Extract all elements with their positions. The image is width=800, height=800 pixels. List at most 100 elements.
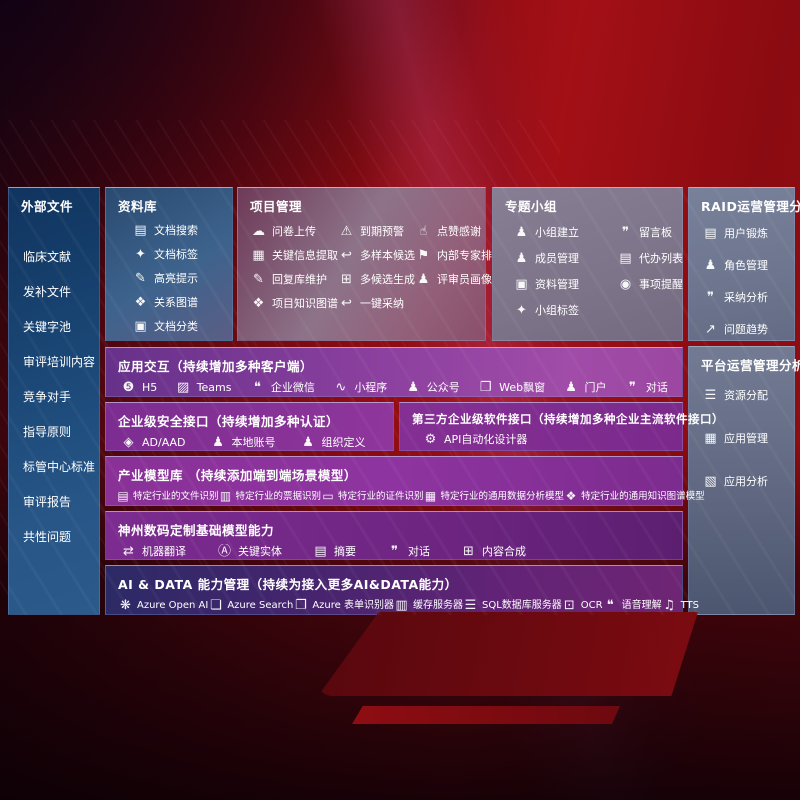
diagram-item-label: 临床文献	[23, 250, 72, 264]
diagram-item-label: Azure 表单识别器	[312, 600, 394, 611]
person-icon: ♟	[417, 272, 430, 287]
diagram-item-label: 关键信息提取	[272, 249, 338, 262]
row-enterprise-security-api: 企业级安全接口（持续增加多种认证） ◈ AD/AAD ♟ 本地账号 ♟ 组织定义	[105, 402, 394, 451]
diagram-item-label: 回复库维护	[272, 273, 327, 286]
diagram-item-label: 特定行业的通用数据分析模型	[440, 491, 565, 502]
relation-graph-icon: ❖	[134, 295, 147, 310]
diagram-item-label: 高亮提示	[154, 272, 198, 285]
diagram-item-label: AD/AAD	[142, 436, 186, 449]
diagram-item-label: 内容合成	[482, 545, 526, 558]
trend-chart-icon: ↗	[705, 322, 716, 337]
diagram-item-label: 文档分类	[154, 320, 198, 333]
library-items: ▤ 文档搜索 ✦ 文档标签 ✎ 高亮提示 ❖ 关系图谱 ▣ 文档分类	[106, 217, 232, 334]
row-title: AI & DATA 能力管理（持续为接入更多AI&DATA能力）	[118, 577, 458, 592]
diagram-item-label: 关系图谱	[154, 296, 198, 309]
sql-db-icon: ☰	[464, 598, 477, 613]
diagram-item: ✎ 回复库维护	[250, 272, 338, 287]
cache-server-icon: ▥	[395, 598, 408, 613]
thumbs-up-icon: ☝	[419, 224, 428, 239]
diagram-item: ▦ 特定行业的通用数据分析模型	[424, 489, 565, 504]
chat-icon: ❞	[628, 380, 636, 395]
allocation-list-icon: ☰	[704, 388, 717, 403]
base-model-items: ⇄ 机器翻译 Ⓐ 关键实体 ▤ 摘要 ❞ 对话 ⊞ 内容合成	[106, 541, 682, 559]
diagram-item: ❝ 企业微信	[249, 380, 315, 395]
platform-architecture-diagram: 外部文件 临床文献 发补文件 关键字池 审评培训内容 竞争对手 指导原则 标管中心标准 审评报…	[8, 187, 800, 615]
diagram-item-label: 标管中心标准	[23, 460, 96, 474]
row-ai-data-capability: AI & DATA 能力管理（持续为接入更多AI&DATA能力） ❋ Azure …	[105, 565, 699, 615]
panel-data-library: 资料库 ▤ 文档搜索 ✦ 文档标签 ✎ 高亮提示 ❖ 关系图谱 ▣ 文档分类	[105, 187, 233, 341]
row-industry-model-library: 产业模型库 （持续添加端到端场景模型） ▤ 特定行业的文件识别 ▥ 特定行业的票据识别…	[105, 456, 705, 506]
group-people-icon: ♟	[515, 225, 528, 240]
diagram-item: ♫ TTS	[662, 598, 699, 613]
app-grid-icon: ▦	[704, 431, 717, 446]
row-app-interaction: 应用交互（持续增加多种客户端） ❺ H5 ▨ Teams ❝ 企业微信 ∿ 小程序 ♟ 公众号 ❐ W…	[105, 347, 683, 397]
diagram-item: ♟ 评审员画像	[415, 272, 503, 287]
row-third-party-software-api: 第三方企业级软件接口（持续增加多种企业主流软件接口） ⚙ API自动化设计器	[399, 402, 724, 451]
diagram-item: ▤ 特定行业的文件识别	[116, 489, 218, 504]
diagram-item-label: 采纳分析	[724, 291, 768, 304]
diagram-item: ↩ 多样本候选	[338, 248, 415, 263]
todo-list-icon: ▤	[619, 251, 632, 266]
ranking-icon: ⚑	[417, 248, 430, 263]
diagram-item: ❋ Azure Open AI	[118, 598, 208, 613]
diagram-item-label: OCR	[580, 600, 603, 611]
diagram-item: ♟ 本地账号	[210, 435, 275, 450]
diagram-item: ❞ 对话	[624, 380, 668, 395]
diagram-item-label: 机器翻译	[142, 545, 186, 558]
diagram-item: ❖ 关系图谱	[132, 295, 232, 310]
alarm-icon: ⚠	[340, 224, 353, 239]
edit-icon: ✎	[253, 272, 264, 287]
panel-topic-groups: 专题小组 ♟ 小组建立 ❞ 留言板 ♟ 成员管理 ▤ 代办列表 ▣ 资料管理 ◉ 事项提醒 ✦ 小组标签	[492, 187, 683, 341]
web-window-icon: ❐	[479, 380, 492, 395]
diagram-item: ❝ 语音理解	[603, 598, 662, 613]
diagram-item: ☰ SQL数据库服务器	[463, 598, 562, 613]
local-account-icon: ♟	[212, 435, 224, 450]
diagram-item-label: 文档标签	[154, 248, 198, 261]
panel-title: 外部文件	[21, 199, 74, 214]
miniprogram-icon: ∿	[335, 380, 347, 395]
diagram-item-label: 企业微信	[270, 381, 315, 394]
openai-icon: ❋	[120, 598, 131, 613]
diagram-item-label: 竞争对手	[23, 390, 72, 404]
diagram-item: ♟ 成员管理	[513, 251, 617, 266]
diagram-item-label: 评审员画像	[437, 273, 492, 286]
speech-icon: ❝	[606, 598, 614, 613]
diagram-item-label: TTS	[680, 600, 699, 611]
diagram-item: ⚠ 到期预警	[338, 224, 415, 239]
extract-icon: ▦	[252, 248, 265, 263]
doc-search-icon: ▤	[134, 223, 147, 238]
diagram-item: Ⓐ 关键实体	[216, 544, 282, 559]
diagram-item: ♟ 门户	[563, 380, 606, 395]
api-gear-icon: ⚙	[424, 432, 437, 447]
diagram-item-label: 用户锻炼	[724, 227, 768, 240]
reply-icon: ↩	[341, 248, 352, 263]
diagram-item: ◈ AD/AAD	[120, 435, 186, 450]
bell-icon: ◉	[619, 277, 632, 292]
diagram-item-label: 特定行业的证件识别	[338, 491, 424, 502]
diagram-item-label: 小组标签	[535, 304, 579, 317]
tag-icon: ✦	[135, 247, 146, 262]
panel-platform-analysis: 平台运营管理分析 ☰ 资源分配 ▦ 应用管理 ▧ 应用分析	[688, 346, 800, 615]
translate-icon: ⇄	[123, 544, 134, 559]
row-title: 神州数码定制基础模型能力	[118, 523, 275, 538]
panel-title: RAID运营管理分析	[701, 199, 800, 214]
diagram-item-label: 组织定义	[321, 436, 366, 449]
diagram-item-label: 应用分析	[724, 475, 768, 488]
diagram-item: ❐ Azure 表单识别器	[293, 598, 394, 613]
bbs-board-icon: ❞	[622, 225, 629, 240]
diagram-item: ❖ 特定行业的通用知识图谱模型	[564, 489, 705, 504]
diagram-item-label: 语音理解	[621, 600, 662, 611]
diagram-item: ▤ 用户锻炼	[702, 226, 794, 241]
diagram-item-label: 发补文件	[23, 285, 72, 299]
diagram-item: ↗ 问题趋势	[702, 322, 794, 337]
diagram-item: ▤ 代办列表	[617, 251, 683, 266]
wechat-work-icon: ❝	[253, 380, 261, 395]
diagram-item: ❞ 对话	[386, 544, 430, 559]
panel-project-management: 项目管理 ☁ 问卷上传 ⚠ 到期预警 ☝ 点赞感谢 ▦ 关键信息提取 ↩ 多样本候选 ⚑ 内部专家排名…	[237, 187, 503, 341]
portal-icon: ♟	[565, 380, 577, 395]
diagram-item-label: 对话	[408, 545, 430, 558]
knowledge-graph-icon: ❖	[252, 296, 265, 311]
idcard-recognize-icon: ▭	[322, 489, 334, 503]
diagram-item: ▨ Teams	[175, 380, 231, 395]
